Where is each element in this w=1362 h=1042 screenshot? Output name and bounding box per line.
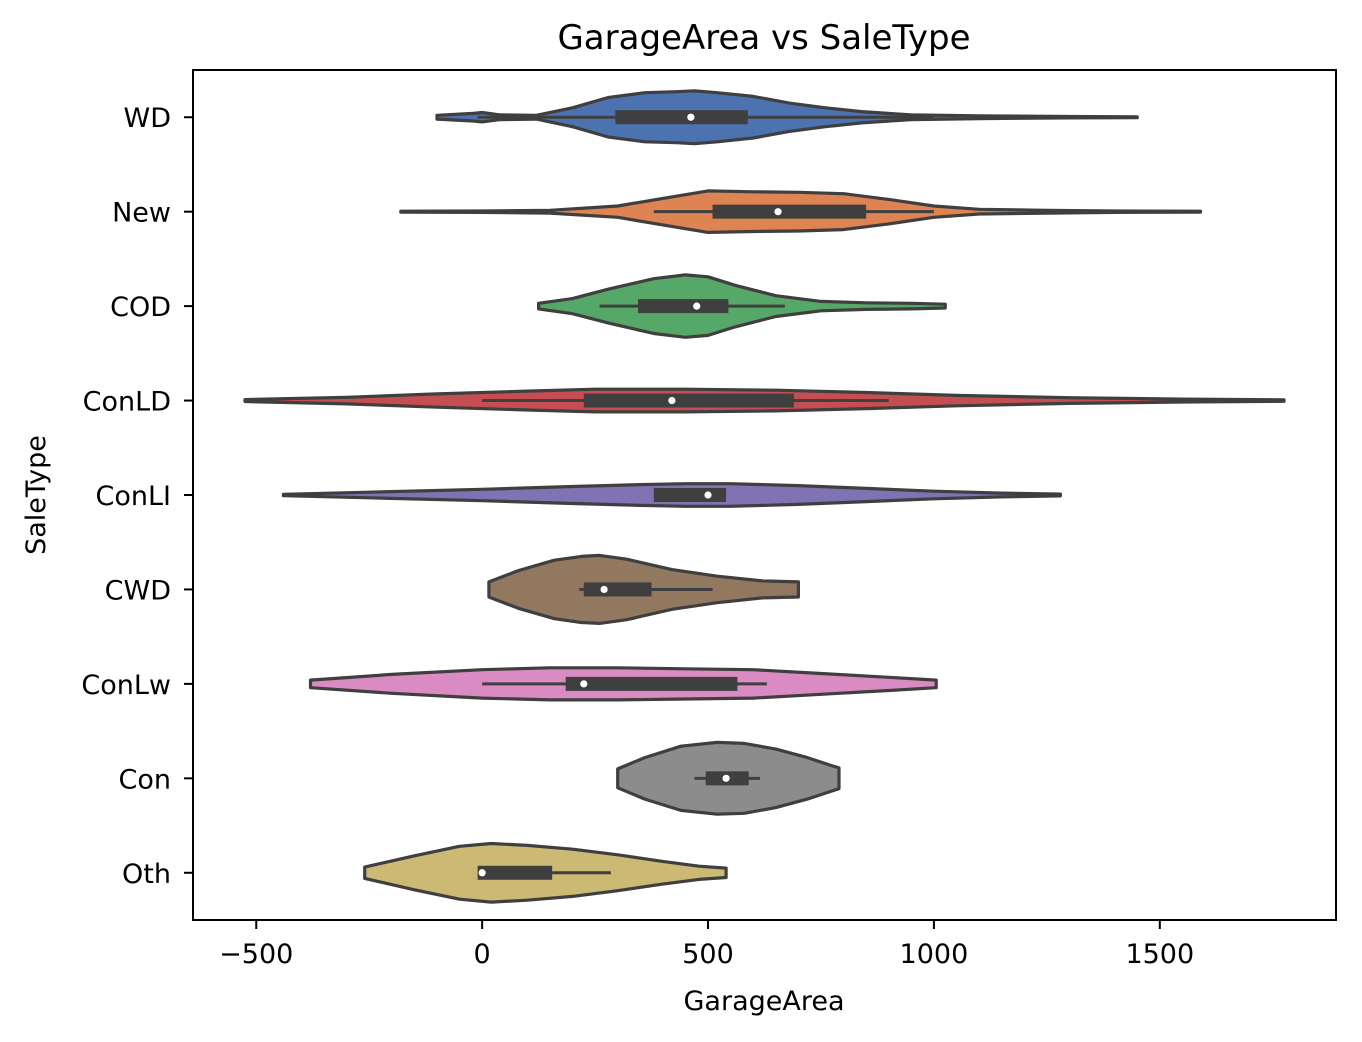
y-tick-label: COD — [110, 292, 171, 323]
x-tick-label: 0 — [474, 939, 491, 970]
y-tick-label: ConLI — [96, 481, 172, 512]
violin-median-point — [704, 491, 712, 499]
violin-iqr-box — [477, 865, 553, 880]
violin-cod — [537, 273, 947, 339]
violin-conld — [243, 387, 1286, 414]
y-tick-label: WD — [124, 103, 172, 134]
violin-median-point — [600, 585, 608, 594]
y-tick-label: ConLD — [83, 387, 171, 418]
y-tick-label: Oth — [122, 859, 171, 890]
y-tick-label: Con — [119, 764, 171, 795]
violin-iqr-box — [712, 204, 867, 219]
violin-median-point — [722, 774, 730, 782]
violin-iqr-box — [638, 299, 729, 314]
violin-median-point — [668, 396, 676, 405]
violin-oth — [363, 841, 728, 904]
x-tick-label: 1000 — [900, 939, 969, 970]
y-tick-label: New — [112, 198, 171, 229]
violin-median-point — [478, 869, 486, 877]
violin-median-point — [693, 302, 701, 310]
violin-median-point — [580, 680, 588, 688]
x-axis-label: GarageArea — [684, 986, 845, 1017]
violin-iqr-box — [615, 110, 748, 125]
y-axis: WD New COD ConLD ConLI CWD ConLw Con Oth — [81, 103, 193, 890]
y-axis-label: SaleType — [21, 435, 52, 555]
x-tick-label: −500 — [219, 939, 293, 970]
violin-median-point — [687, 113, 695, 121]
violin-conli — [281, 482, 1062, 508]
x-tick-label: 500 — [682, 939, 734, 970]
violin-iqr-box — [653, 488, 727, 502]
violin-conlw — [308, 666, 938, 702]
x-axis: −500 0 500 1000 1500 — [219, 920, 1194, 970]
x-tick-label: 1500 — [1125, 939, 1194, 970]
violin-median-point — [774, 208, 782, 216]
violin-iqr-box — [583, 582, 652, 597]
violin-iqr-box — [565, 676, 738, 691]
violin-new — [399, 189, 1203, 234]
y-tick-label: ConLw — [81, 670, 171, 701]
violin-iqr-box — [583, 393, 794, 408]
violin-cwd — [487, 553, 800, 625]
chart-title: GarageArea vs SaleType — [557, 18, 970, 58]
violin-group — [243, 89, 1286, 904]
y-tick-label: CWD — [105, 575, 171, 606]
violin-wd — [435, 89, 1139, 146]
violin-con — [616, 740, 841, 816]
